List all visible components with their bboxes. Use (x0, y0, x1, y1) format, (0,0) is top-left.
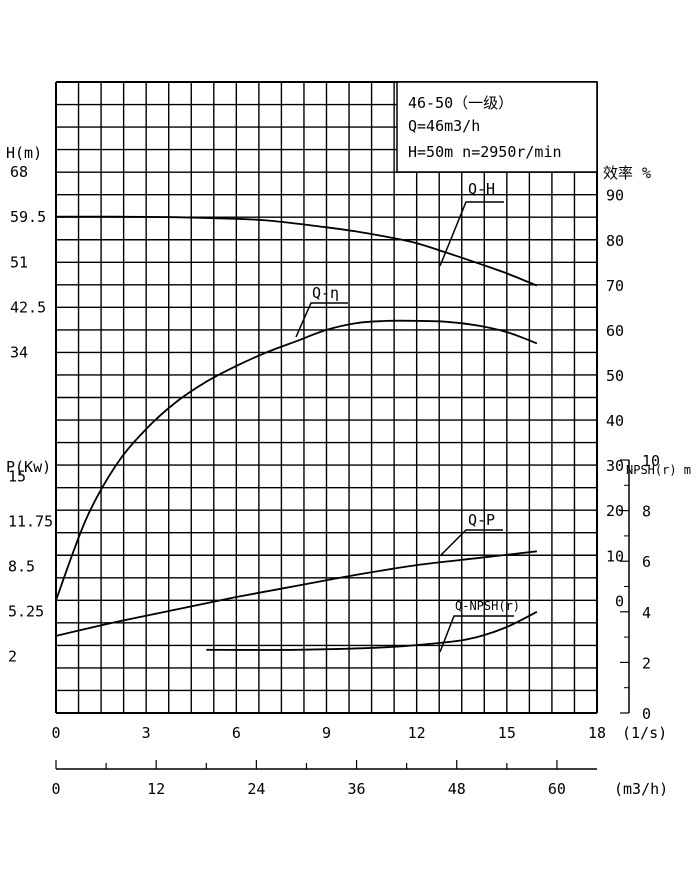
power-tick-label: 8.5 (8, 558, 35, 576)
efficiency-tick-label: 70 (606, 277, 624, 295)
flow-ls-axis-title: (1/s) (622, 724, 667, 742)
efficiency-tick-label: 50 (606, 367, 624, 385)
flow-m3h-tick-label: 12 (147, 780, 165, 798)
flow-m3h-tick-label: 24 (247, 780, 265, 798)
power-axis-title: P(Kw) (6, 458, 51, 476)
npsh-tick-label: 6 (642, 553, 651, 571)
flow-m3h-tick-label: 48 (448, 780, 466, 798)
flow-ls-tick-label: 18 (588, 724, 606, 742)
qnpsh-curve (206, 610, 538, 651)
efficiency-axis-title: 效率 % (603, 164, 651, 182)
head-axis-title: H(m) (6, 144, 42, 162)
npsh-tick-label: 0 (642, 705, 651, 723)
flow-ls-tick-label: 6 (232, 724, 241, 742)
qnpsh-curve-label: Q-NPSH(r) (455, 599, 520, 613)
npsh-axis-title: NPSH(r) m (626, 463, 691, 477)
npsh-tick-label: 4 (642, 604, 651, 622)
power-tick-label: 5.25 (8, 603, 44, 621)
power-tick-label: 15 (8, 467, 26, 485)
efficiency-tick-label: 0 (615, 592, 624, 610)
npsh-axis: 10 8 6 4 2 0 (620, 452, 660, 723)
efficiency-tick-label: 40 (606, 412, 624, 430)
head-tick-labels: 68 59.5 51 42.5 34 (10, 163, 46, 361)
flow-ls-tick-label: 9 (322, 724, 331, 742)
flow-ls-tick-label: 3 (142, 724, 151, 742)
efficiency-tick-label: 20 (606, 502, 624, 520)
qh-curve-label: Q-H (468, 180, 495, 198)
qeta-leader (295, 302, 348, 338)
qh-curve (55, 215, 538, 287)
qeta-curve (55, 319, 538, 601)
info-model: 46-50（一级） (408, 94, 513, 112)
qp-curve-label: Q-P (468, 511, 495, 529)
efficiency-tick-label: 60 (606, 322, 624, 340)
head-tick-label: 59.5 (10, 208, 46, 226)
qp-curve (55, 550, 537, 637)
flow-m3h-tick-label: 36 (348, 780, 366, 798)
efficiency-tick-label: 10 (606, 547, 624, 565)
power-tick-label: 2 (8, 648, 17, 666)
efficiency-tick-label: 30 (606, 457, 624, 475)
npsh-tick-label: 2 (642, 654, 651, 672)
flow-ls-tick-labels: 0 3 6 9 12 15 18 (51, 724, 606, 742)
info-head-speed: H=50m n=2950r/min (408, 143, 562, 161)
flow-m3h-axis: 0 12 24 36 48 60 (51, 760, 597, 798)
curves (55, 215, 538, 651)
qh-leader (439, 201, 504, 267)
head-tick-label: 34 (10, 343, 28, 361)
efficiency-tick-label: 90 (606, 187, 624, 205)
info-flow: Q=46m3/h (408, 117, 480, 135)
head-tick-label: 51 (10, 253, 28, 271)
qnpsh-leader (439, 615, 514, 653)
flow-ls-tick-label: 0 (51, 724, 60, 742)
efficiency-tick-label: 80 (606, 232, 624, 250)
head-tick-label: 68 (10, 163, 28, 181)
curve-callouts: Q-H Q-η Q-P Q-NPSH(r) (295, 180, 520, 653)
npsh-tick-label: 8 (642, 503, 651, 521)
power-tick-label: 11.75 (8, 512, 53, 530)
efficiency-tick-labels: 90 80 70 60 50 40 30 20 10 0 (606, 187, 624, 611)
power-tick-labels: 15 11.75 8.5 5.25 2 (8, 467, 53, 665)
flow-ls-tick-label: 12 (408, 724, 426, 742)
flow-m3h-tick-label: 60 (548, 780, 566, 798)
flow-ls-tick-label: 15 (498, 724, 516, 742)
info-box (396, 81, 598, 173)
flow-m3h-axis-title: (m3/h) (614, 780, 668, 798)
qp-leader (439, 529, 503, 557)
npsh-tick-label: 10 (642, 452, 660, 470)
flow-m3h-tick-label: 0 (51, 780, 60, 798)
qeta-curve-label: Q-η (312, 284, 339, 302)
head-tick-label: 42.5 (10, 298, 46, 316)
